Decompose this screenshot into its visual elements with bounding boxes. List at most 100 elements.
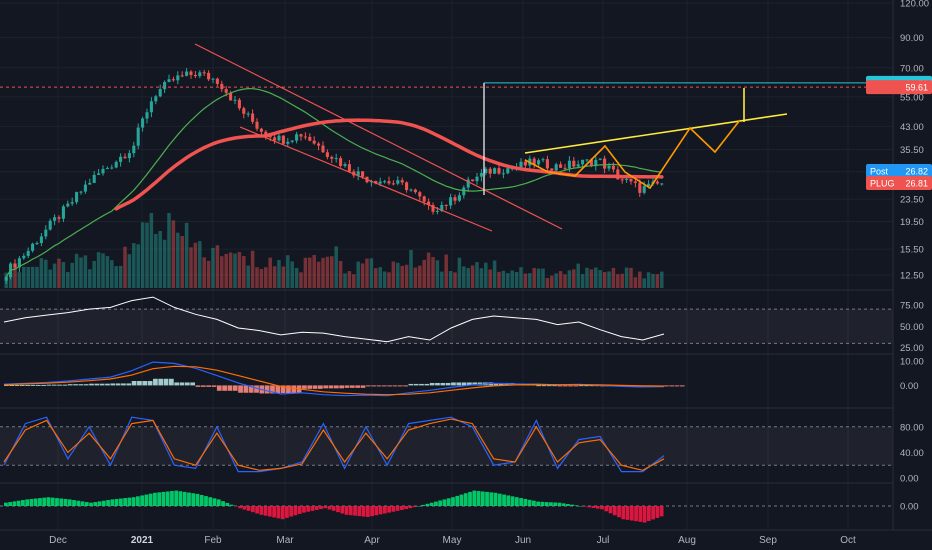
volume-bar bbox=[418, 265, 422, 288]
plug-badge-value: 26.81 bbox=[905, 179, 928, 189]
price-axis[interactable]: 120.0090.0070.0055.0043.0035.5029.5023.5… bbox=[892, 0, 929, 530]
squeeze-bar bbox=[455, 495, 460, 506]
macd-histogram-bar bbox=[115, 383, 121, 386]
squeeze-bar bbox=[493, 492, 498, 506]
squeeze-bar bbox=[191, 493, 196, 506]
volume-bar bbox=[541, 268, 545, 288]
macd-histogram-bar bbox=[397, 385, 403, 387]
squeeze-bar bbox=[182, 491, 187, 506]
squeeze-bar bbox=[216, 499, 221, 506]
projection-path bbox=[524, 119, 741, 190]
squeeze-bar bbox=[561, 503, 566, 506]
squeeze-bar bbox=[16, 500, 21, 506]
stoch-band bbox=[0, 426, 893, 466]
time-tick-label: Oct bbox=[840, 535, 856, 546]
macd-histogram-bar bbox=[169, 378, 174, 386]
candle-body bbox=[79, 191, 83, 193]
volume-bar bbox=[523, 273, 528, 288]
stoch-tick-label: 0.00 bbox=[900, 474, 919, 485]
squeeze-bar bbox=[361, 506, 366, 517]
candle-body bbox=[660, 183, 664, 185]
candle-body bbox=[405, 182, 409, 191]
squeeze-bar bbox=[425, 503, 430, 506]
squeeze-bar bbox=[4, 502, 8, 506]
volume-bar bbox=[651, 273, 655, 288]
macd-pane[interactable] bbox=[3, 361, 685, 397]
candle-body bbox=[207, 72, 211, 80]
resistance-badge-value: 59.61 bbox=[905, 83, 928, 93]
volume-bar bbox=[382, 271, 387, 288]
volume-bar bbox=[233, 253, 237, 288]
candle-body bbox=[13, 263, 17, 268]
macd-histogram-bar bbox=[280, 385, 286, 393]
volume-bar bbox=[536, 268, 541, 288]
squeeze-bar bbox=[459, 494, 464, 506]
squeeze-bar bbox=[442, 499, 447, 506]
squeeze-bar bbox=[502, 494, 506, 506]
macd-histogram-bar bbox=[344, 385, 350, 388]
volume-bar bbox=[96, 252, 101, 288]
squeeze-bar bbox=[382, 506, 387, 514]
candle-body bbox=[488, 168, 492, 174]
macd-histogram-bar bbox=[248, 385, 254, 393]
volume-bar bbox=[26, 266, 30, 288]
squeeze-bar bbox=[221, 501, 225, 506]
candle-body bbox=[317, 143, 321, 146]
time-axis[interactable]: Dec 2021 Feb Mar Apr May Jun Jul Aug Sep Oct bbox=[0, 529, 932, 546]
squeeze-bar bbox=[370, 506, 374, 517]
macd-histogram-bar bbox=[46, 384, 52, 386]
squeeze-bar bbox=[144, 494, 149, 506]
squeeze-bar bbox=[557, 502, 562, 506]
candle-body bbox=[198, 72, 202, 77]
volume-bar bbox=[220, 256, 224, 288]
macd-histogram-bar bbox=[552, 385, 557, 387]
squeeze-bar bbox=[293, 506, 298, 516]
squeeze-bar bbox=[242, 506, 247, 510]
macd-histogram-bar bbox=[589, 385, 595, 387]
candle-body bbox=[281, 135, 285, 144]
volume-bar bbox=[334, 246, 338, 288]
candle-body bbox=[53, 217, 57, 221]
candle-body bbox=[391, 183, 395, 185]
volume-bar bbox=[492, 260, 497, 288]
volume-bar bbox=[211, 247, 215, 288]
candle-body bbox=[246, 113, 250, 115]
volume-bar bbox=[176, 232, 180, 288]
squeeze-bar bbox=[655, 506, 660, 518]
candle-body bbox=[440, 204, 444, 211]
candle-body bbox=[523, 161, 527, 166]
candle-body bbox=[383, 181, 387, 183]
squeeze-bar bbox=[408, 506, 413, 509]
candle-body bbox=[75, 192, 79, 203]
squeeze-bar bbox=[527, 499, 532, 506]
volume-bar bbox=[312, 254, 316, 288]
macd-histogram-bar bbox=[126, 383, 132, 386]
volume-bar bbox=[198, 241, 202, 288]
time-tick-label: Dec bbox=[49, 535, 67, 546]
volume-bar bbox=[206, 260, 211, 288]
volume-bar bbox=[57, 258, 61, 288]
squeeze-bar bbox=[310, 506, 315, 511]
candle-body bbox=[603, 158, 607, 169]
volume-bar bbox=[633, 277, 638, 288]
time-tick-label: 2021 bbox=[131, 535, 154, 546]
stoch-rsi-pane[interactable] bbox=[0, 416, 893, 473]
volume-bar bbox=[660, 271, 664, 288]
squeeze-momentum-pane[interactable] bbox=[0, 490, 893, 523]
rsi-pane[interactable] bbox=[0, 296, 893, 344]
price-tick-label: 15.50 bbox=[900, 245, 924, 256]
squeeze-bar bbox=[50, 497, 55, 506]
volume-bar bbox=[616, 274, 620, 288]
volume-bar bbox=[378, 267, 382, 288]
price-pane[interactable] bbox=[0, 43, 893, 288]
volume-bar bbox=[409, 249, 413, 288]
macd-histogram-bar bbox=[270, 385, 275, 394]
volume-bar bbox=[484, 262, 488, 288]
candle-body bbox=[189, 71, 193, 75]
candle-body bbox=[264, 131, 268, 136]
volume-bar bbox=[66, 272, 70, 288]
volume-bar bbox=[444, 254, 448, 288]
macd-histogram-bar bbox=[67, 384, 73, 386]
volume-bar bbox=[567, 270, 572, 288]
